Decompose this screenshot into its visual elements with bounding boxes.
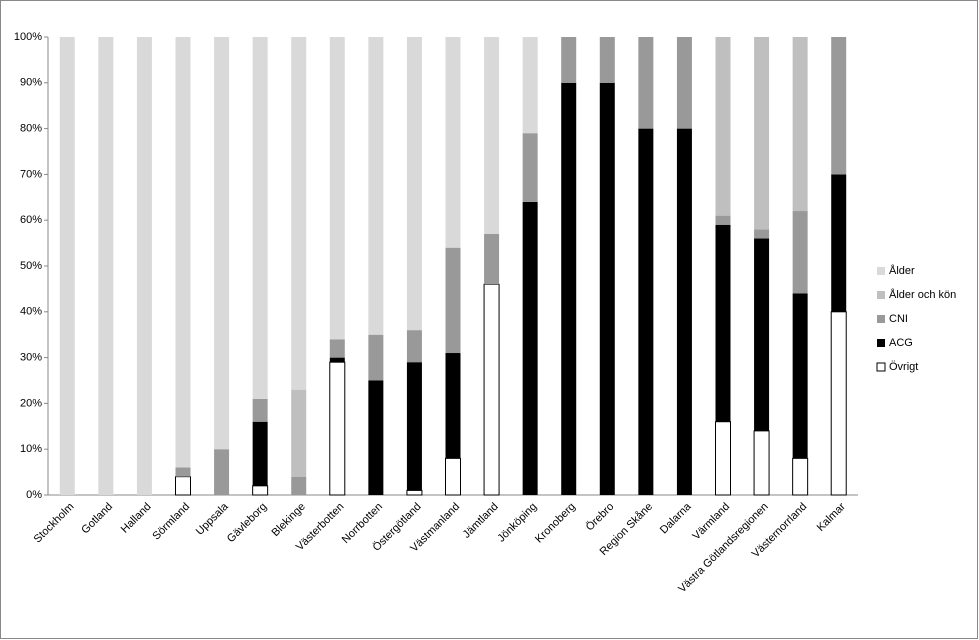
bar-segment [368, 380, 384, 495]
bar-segment [561, 82, 577, 496]
bar-segment [98, 37, 114, 495]
bar-segment [484, 37, 500, 234]
bar-segment [754, 229, 770, 239]
bar-segment [175, 37, 191, 468]
y-tick-label: 50% [20, 260, 42, 272]
bar-segment [522, 37, 538, 134]
bar-segment [59, 37, 75, 495]
bar-segment [368, 334, 384, 381]
y-tick-label: 100% [14, 31, 42, 43]
legend-label: ACG [889, 337, 913, 349]
bar-segment [136, 37, 152, 495]
bar-segment [329, 339, 345, 358]
bar-segment [291, 389, 307, 477]
bar-segment [329, 357, 345, 363]
legend-label: Ålder och kön [889, 288, 956, 301]
legend-label: Ålder [889, 264, 915, 277]
bar-segment [406, 37, 422, 331]
y-tick-label: 90% [20, 77, 42, 89]
bar-segment [638, 37, 654, 129]
bar-segment [676, 128, 692, 495]
bar-segment [445, 247, 461, 354]
bar-segment [175, 476, 191, 496]
bar-segment [831, 174, 847, 312]
bar-segment [445, 353, 461, 459]
legend-swatch [877, 291, 885, 299]
bar-segment [368, 37, 384, 335]
y-tick-label: 60% [20, 214, 42, 226]
y-tick-label: 20% [20, 397, 42, 409]
bar-segment [831, 37, 847, 175]
bar-segment [715, 215, 731, 225]
y-tick-label: 80% [20, 123, 42, 135]
y-tick-label: 40% [20, 306, 42, 318]
bar-segment [715, 421, 731, 496]
bar-segment [792, 293, 808, 459]
legend-swatch [877, 267, 885, 275]
bar-segment [754, 37, 770, 230]
bar-segment [406, 362, 422, 491]
bar-segment [599, 82, 615, 496]
legend-label: CNI [889, 313, 908, 325]
bar-segment [522, 133, 538, 202]
bar-segment [676, 37, 692, 129]
y-tick-label: 30% [20, 352, 42, 364]
bar-segment [445, 37, 461, 248]
bar-segment [792, 211, 808, 294]
bar-segment [252, 37, 268, 399]
bar-segment [252, 421, 268, 486]
bar-segment [638, 128, 654, 495]
bar-segment [715, 37, 731, 216]
bar-segment [753, 430, 770, 496]
bar-segment [792, 457, 809, 496]
bar-segment [252, 485, 269, 496]
bar-segment [445, 457, 461, 496]
bar-segment [329, 361, 346, 496]
bar-segment [214, 37, 230, 450]
bar-segment [406, 330, 422, 363]
legend-label: Övrigt [889, 361, 918, 373]
bar-segment [483, 283, 500, 496]
legend-swatch [877, 315, 885, 323]
bar-segment [291, 37, 307, 390]
bar-segment [329, 37, 345, 340]
bar-segment [754, 238, 770, 431]
bar-segment [175, 467, 191, 477]
bar-segment [715, 224, 731, 422]
legend-swatch [877, 339, 885, 347]
legend-swatch [876, 362, 886, 372]
y-tick-label: 10% [20, 443, 42, 455]
bar-segment [291, 476, 307, 495]
bar-segment [522, 201, 538, 495]
bar-segment [406, 489, 423, 496]
bar-segment [599, 37, 615, 83]
y-tick-label: 70% [20, 168, 42, 180]
bar-segment [214, 449, 230, 495]
bar-segment [484, 233, 500, 285]
bar-segment [830, 311, 847, 496]
y-tick-label: 0% [26, 489, 42, 501]
bar-segment [252, 398, 268, 422]
bar-segment [561, 37, 577, 83]
bar-segment [792, 37, 808, 212]
